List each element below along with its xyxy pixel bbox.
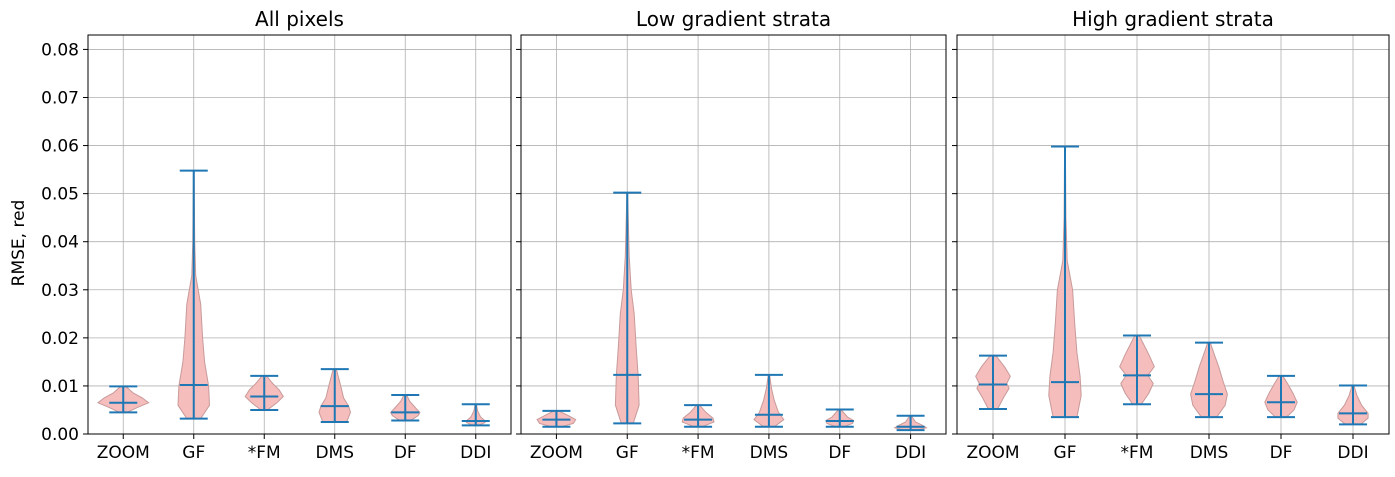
x-tick-label: DDI [1337,443,1368,463]
x-tick-label: ZOOM [530,443,583,463]
y-axis-label: RMSE, red [9,200,29,287]
y-tick-label: 0.02 [41,329,79,349]
x-tick-label: ZOOM [966,443,1019,463]
y-tick-label: 0.08 [41,40,79,60]
x-tick-label: DMS [1190,443,1229,463]
y-tick-label: 0.03 [41,281,79,301]
panel-frame [87,34,512,435]
x-tick-label: DMS [750,443,789,463]
panel-title: All pixels [255,7,344,31]
y-tick-label: 0.00 [41,425,79,445]
x-tick-label: ZOOM [97,443,150,463]
x-tick-label: DF [1270,443,1293,463]
y-tick-label: 0.04 [41,233,79,253]
x-tick-label: GF [616,443,639,463]
x-tick-label: *FM [1121,443,1154,463]
panel-title: Low gradient strata [636,7,831,31]
x-tick-label: GF [1054,443,1077,463]
y-tick-label: 0.06 [41,137,79,157]
x-tick-label: GF [182,443,205,463]
y-tick-label: 0.07 [41,88,79,108]
x-tick-label: DDI [460,443,491,463]
panel-frame [520,34,947,435]
panel-title: High gradient strata [1072,7,1274,31]
y-tick-label: 0.01 [41,377,79,397]
x-tick-label: *FM [682,443,715,463]
x-tick-label: DDI [895,443,926,463]
x-tick-label: DF [828,443,851,463]
x-tick-label: DMS [315,443,354,463]
panel-frame [956,34,1390,435]
x-tick-label: DF [394,443,417,463]
y-tick-label: 0.05 [41,185,79,205]
x-tick-label: *FM [248,443,281,463]
